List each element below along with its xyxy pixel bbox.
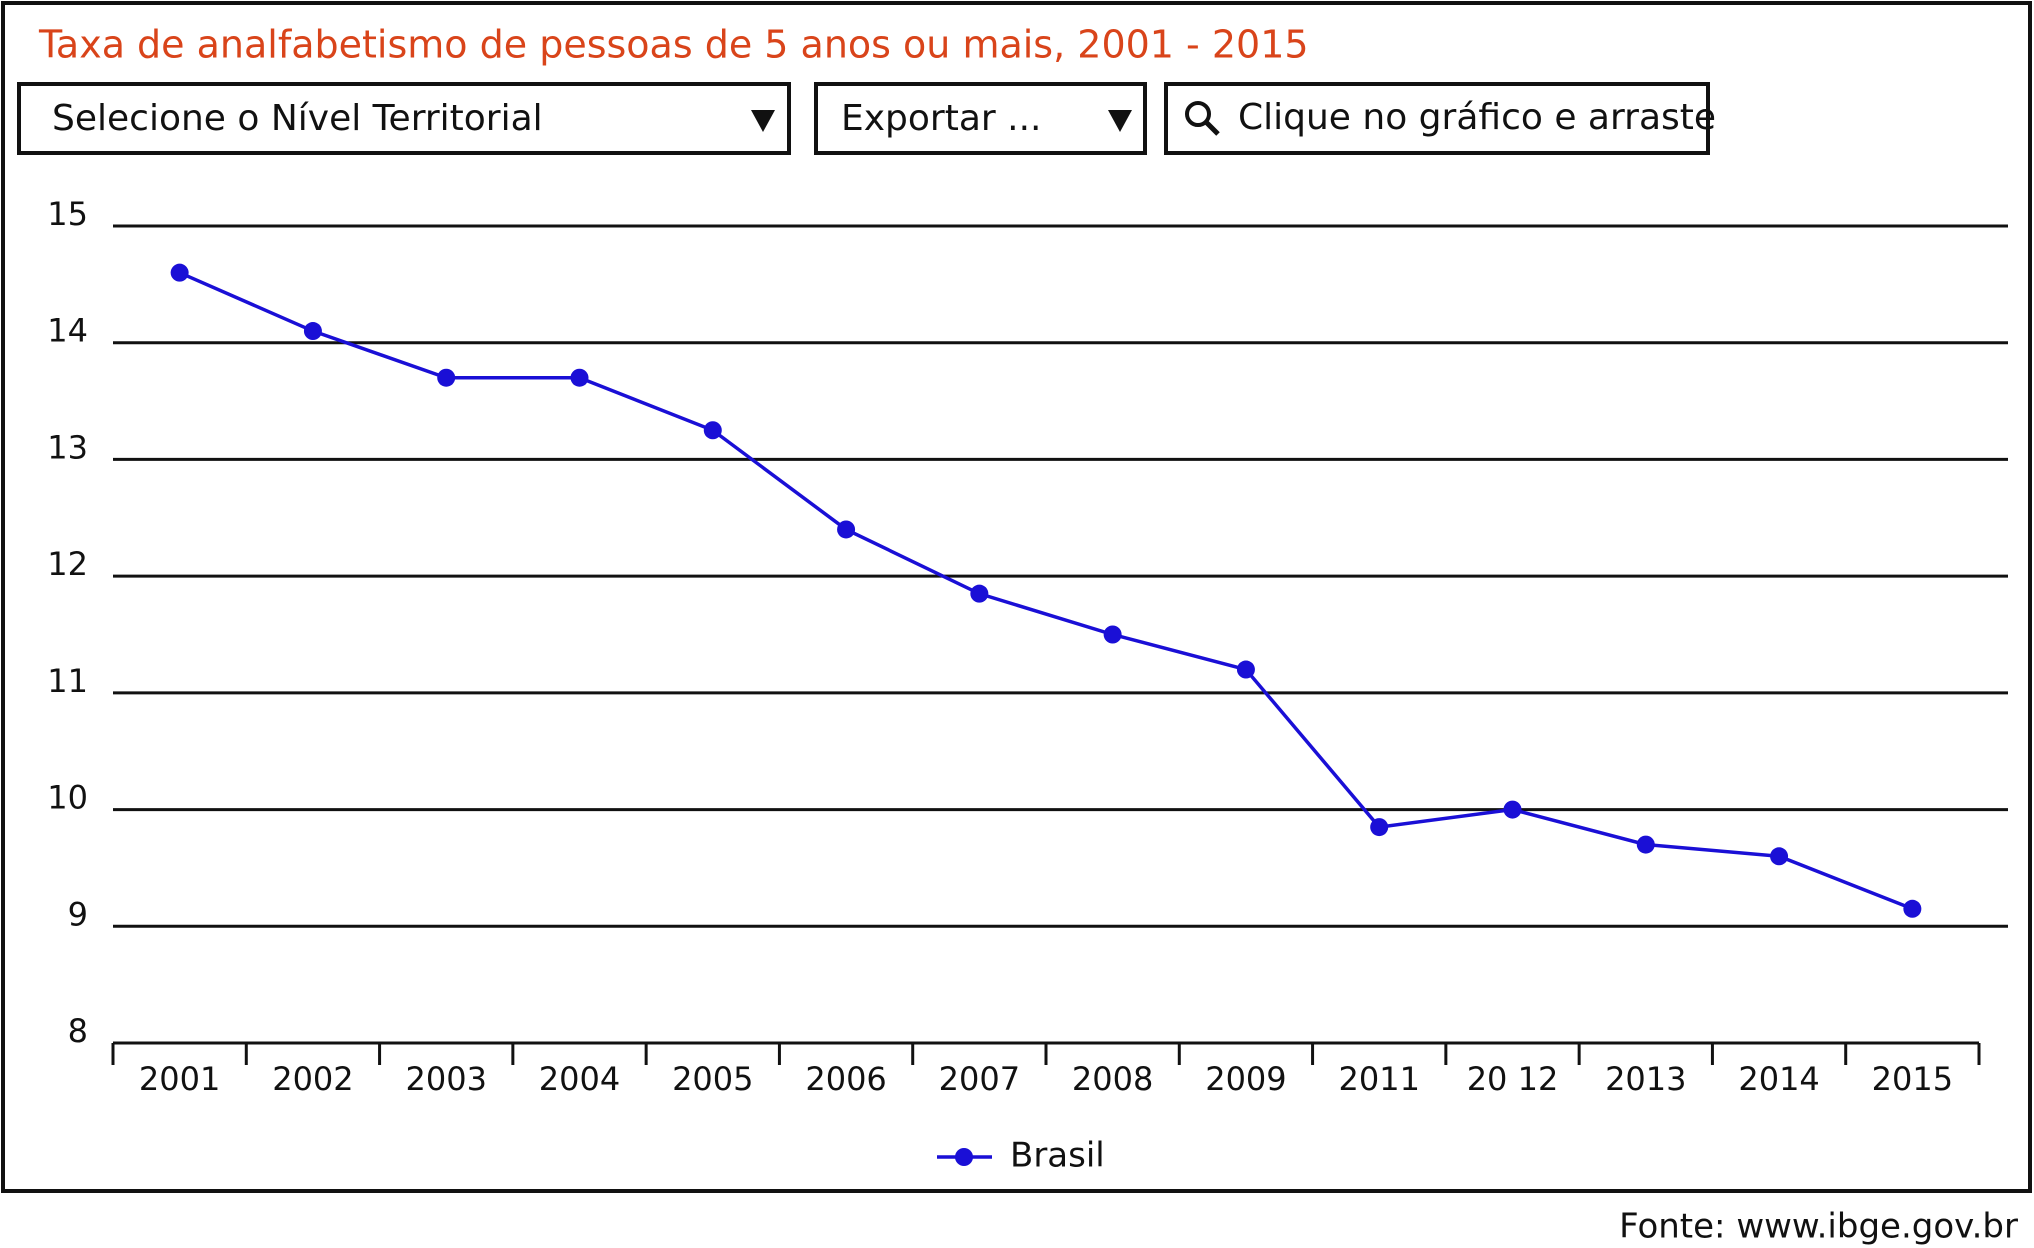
legend-marker: [955, 1148, 973, 1166]
legend-label: Brasil: [1010, 1136, 1105, 1176]
x-tick-label: 2002: [272, 1060, 353, 1098]
dropdown-arrow[interactable]: [1108, 110, 1132, 132]
button-box[interactable]: [1164, 82, 1710, 155]
x-tick-label: 2008: [1072, 1060, 1153, 1098]
x-tick-label: 2001: [139, 1060, 220, 1098]
x-tick-label: 2009: [1205, 1060, 1286, 1098]
search-icon[interactable]: [1185, 101, 1211, 127]
y-tick-label: 10: [47, 779, 88, 817]
data-point: [303, 322, 322, 341]
select-label[interactable]: Exportar ...: [841, 98, 1041, 139]
x-tick-label: 2004: [539, 1060, 620, 1098]
data-point: [1903, 899, 1922, 918]
x-tick-label: 2003: [405, 1060, 486, 1098]
series-line: [178, 271, 1914, 911]
select-label[interactable]: Selecione o Nível Territorial: [52, 98, 543, 139]
data-point: [1236, 660, 1255, 679]
dropdown-arrow[interactable]: [751, 110, 775, 132]
x-tick-label: 2014: [1738, 1060, 1819, 1098]
data-point: [837, 520, 856, 539]
data-point: [970, 584, 989, 603]
button-label[interactable]: Clique no gráfico e arraste: [1238, 97, 1716, 138]
x-tick-label: 2007: [939, 1060, 1020, 1098]
data-point: [1103, 625, 1122, 644]
data-point: [1503, 800, 1522, 819]
territorial-select[interactable]: Selecione o Nível Territorial: [17, 82, 791, 155]
select-box[interactable]: [814, 82, 1147, 155]
y-tick-label: 14: [47, 312, 88, 350]
data-point: [437, 368, 456, 387]
search-icon[interactable]: [1204, 120, 1220, 136]
y-tick-label: 13: [47, 428, 88, 466]
chart-title: Taxa de analfabetismo de pessoas de 5 an…: [38, 23, 1309, 67]
y-tick-label: 9: [68, 895, 88, 933]
footer-source: Fonte: www.ibge.gov.br: [1619, 1207, 2018, 1247]
data-point: [570, 368, 589, 387]
export-select[interactable]: Exportar ...: [814, 82, 1147, 155]
zoom-hint-button[interactable]: Clique no gráfico e arraste: [1164, 82, 1716, 155]
x-tick-label: 20 12: [1467, 1060, 1559, 1098]
x-tick-label: 2011: [1338, 1060, 1419, 1098]
x-tick-label: 2006: [805, 1060, 886, 1098]
y-tick-label: 8: [68, 1012, 88, 1050]
x-tick-label: 2015: [1872, 1060, 1953, 1098]
data-point: [1370, 818, 1389, 837]
data-point: [170, 263, 189, 282]
x-tick-label: 2005: [672, 1060, 753, 1098]
chart-frame: [1, 1, 2032, 1193]
select-box[interactable]: [17, 82, 791, 155]
x-tick-label: 2013: [1605, 1060, 1686, 1098]
y-tick-label: 15: [47, 195, 88, 233]
data-point: [1770, 847, 1789, 866]
y-tick-label: 12: [47, 545, 88, 583]
y-tick-label: 11: [47, 662, 88, 700]
data-point: [1636, 835, 1655, 854]
data-point: [703, 421, 722, 440]
